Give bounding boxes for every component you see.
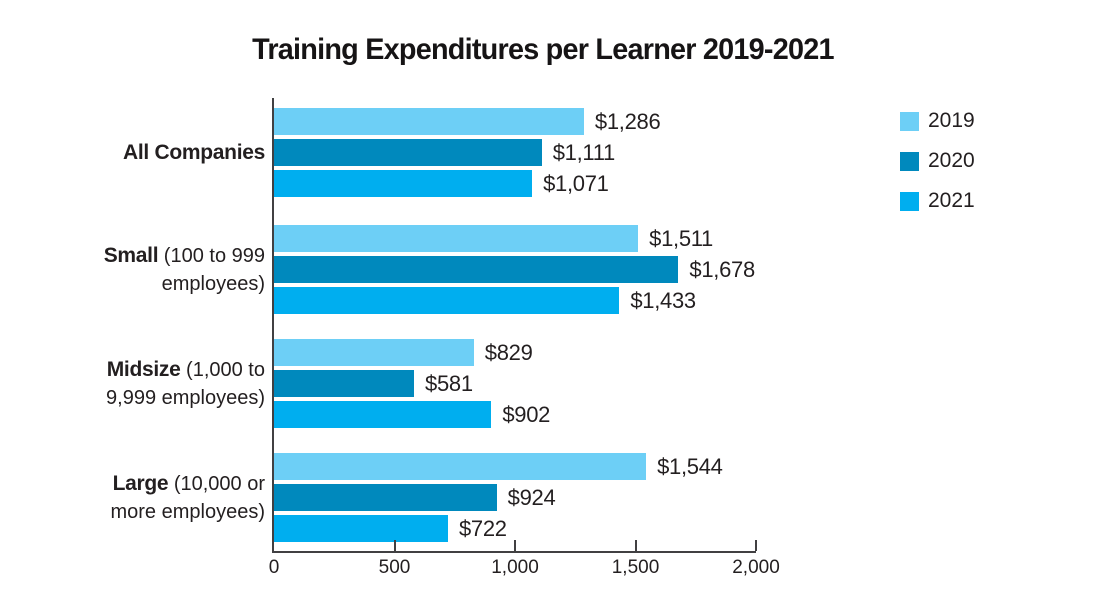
x-axis-tick-500 (393, 540, 396, 551)
x-axis-tick-label-1,500: 1,500 (611, 557, 660, 578)
bar-2019-large (274, 453, 647, 480)
bar-value-2020-midsize: $581 (425, 370, 473, 396)
plot-area: $1,286 $1,511 $829 $1,544 $1,111 $1,678 $581 $9… (269, 98, 780, 578)
legend-item-2021: 2021 (900, 189, 975, 213)
bar-value-2021-midsize: $902 (502, 401, 551, 427)
x-axis-tick-label-2,000: 2,000 (732, 557, 780, 578)
bar-2019-midsize (274, 339, 474, 366)
x-axis-tick-label-1,000: 1,000 (491, 557, 539, 578)
category-label-midsize: Midsize (1,000 to 9,999 employees) (106, 357, 265, 409)
chart-title-text: Training Expenditures per Learner 2019-2… (251, 33, 834, 66)
bar-2021-midsize (274, 401, 492, 428)
bar-value-2019-small: $1,511 (649, 225, 713, 251)
chart-title: Training Expenditures per Learner 2019-2… (0, 33, 1085, 67)
bar-value-2020-small: $1,678 (689, 256, 755, 282)
legend-swatch-2020 (900, 151, 919, 171)
legend-item-2019: 2019 (900, 109, 975, 133)
legend: 2019 2020 2021 (900, 109, 975, 229)
bar-value-2019-all-companies: $1,286 (594, 108, 661, 134)
bar-value-2021-all-companies: $1,071 (543, 170, 609, 196)
legend-label-2020: 2020 (928, 149, 975, 172)
x-axis-tick-1,500 (634, 540, 637, 551)
bar-2021-all-companies (274, 170, 533, 197)
bar-2020-small (274, 256, 679, 283)
x-axis-tick-1,000 (514, 540, 516, 551)
bar-2019-all-companies (274, 108, 584, 135)
bar-2020-large (274, 484, 497, 511)
category-label-small: Small (100 to 999 employees) (103, 243, 265, 295)
bar-2019-small (274, 225, 639, 252)
bar-2021-small (274, 287, 620, 314)
bar-2020-all-companies (274, 139, 542, 166)
bar-value-2019-midsize: $829 (484, 339, 533, 365)
bar-value-2021-large: $722 (459, 515, 507, 541)
bar-2020-midsize (274, 370, 415, 397)
bar-2021-large (274, 515, 448, 542)
category-label-all-companies: All Companies (123, 140, 265, 164)
category-label-large: Large (10,000 or more employees) (110, 471, 265, 523)
legend-swatch-2019 (900, 111, 919, 131)
bar-value-2020-large: $924 (507, 484, 556, 510)
legend-label-2019: 2019 (928, 109, 975, 132)
x-axis-tick-2,000 (755, 540, 757, 551)
x-axis-tick-label-0: 0 (268, 557, 280, 578)
x-axis-tick-label-500: 500 (378, 557, 411, 578)
legend-label-2021: 2021 (928, 189, 975, 212)
legend-item-2020: 2020 (900, 149, 975, 173)
legend-swatch-2021 (900, 191, 919, 211)
bar-value-2021-small: $1,433 (630, 287, 696, 313)
bar-value-2019-large: $1,544 (657, 453, 723, 479)
bar-value-2020-all-companies: $1,111 (552, 139, 616, 165)
